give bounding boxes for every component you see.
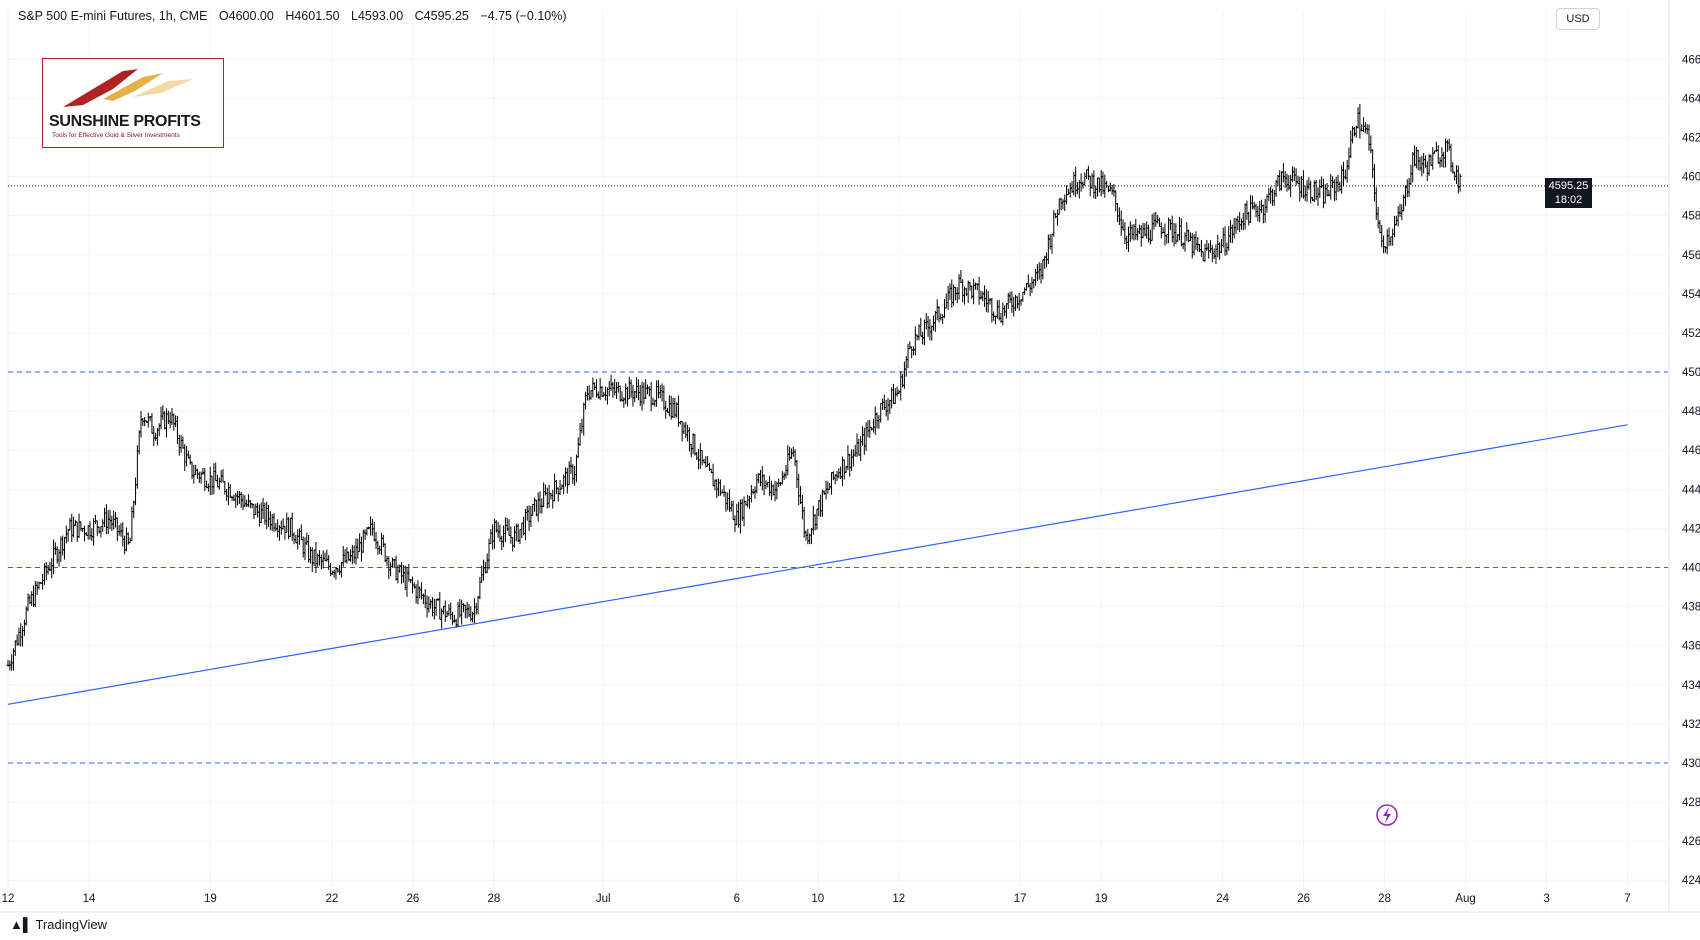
x-tick-label: 7 <box>1624 893 1630 905</box>
symbol-header: S&P 500 E-mini Futures, 1h, CME O4600.00… <box>18 9 575 23</box>
x-tick-label: 28 <box>1378 893 1391 905</box>
y-tick-label: 4620.00 <box>1682 133 1700 145</box>
y-tick-label: 4640.00 <box>1682 93 1700 105</box>
logo-name: SUNSHINE PROFITS <box>49 113 201 130</box>
chart-grid <box>7 10 1668 910</box>
x-tick-label: 14 <box>83 893 96 905</box>
low-value: L4593.00 <box>351 9 404 23</box>
x-tick-label: 3 <box>1543 893 1549 905</box>
y-tick-label: 4240.00 <box>1682 875 1700 887</box>
x-tick-label: 24 <box>1216 893 1229 905</box>
bar-countdown: 18:02 <box>1554 193 1583 206</box>
y-tick-label: 4260.00 <box>1682 836 1700 848</box>
x-tick-label: 6 <box>734 893 740 905</box>
x-tick-label: 17 <box>1014 893 1027 905</box>
tradingview-brand[interactable]: ▲▌ TradingView <box>10 917 107 932</box>
y-tick-label: 4360.00 <box>1682 641 1700 653</box>
tradingview-label: TradingView <box>35 917 108 932</box>
high-value: H4601.50 <box>285 9 340 23</box>
y-tick-label: 4320.00 <box>1682 719 1700 731</box>
trendline-layer <box>7 424 1628 705</box>
y-tick-label: 4500.00 <box>1682 367 1700 379</box>
change-value: −4.75 (−0.10%) <box>480 9 567 23</box>
x-tick-label: 22 <box>326 893 339 905</box>
y-tick-label: 4660.00 <box>1682 54 1700 66</box>
y-tick-label: 4340.00 <box>1682 680 1700 692</box>
y-tick-label: 4520.00 <box>1682 328 1700 340</box>
y-tick-label: 4580.00 <box>1682 211 1700 223</box>
y-tick-label: 4280.00 <box>1682 797 1700 809</box>
symbol-title[interactable]: S&P 500 E-mini Futures, 1h, CME <box>18 9 208 23</box>
x-tick-label: 12 <box>2 893 15 905</box>
logo-swoosh-icon <box>63 69 193 107</box>
tradingview-logo-icon: ▲▌ <box>10 917 33 932</box>
x-tick-label: 26 <box>406 893 419 905</box>
horizontal-levels <box>8 371 1668 764</box>
x-tick-label: 12 <box>892 893 905 905</box>
lightning-icon[interactable] <box>1376 804 1398 826</box>
ohlc-bars <box>6 103 1462 671</box>
logo-tagline: Tools for Effective Gold & Silver Invest… <box>52 132 180 139</box>
x-tick-label: Jul <box>596 893 611 905</box>
y-tick-label: 4480.00 <box>1682 406 1700 418</box>
y-tick-label: 4380.00 <box>1682 602 1700 614</box>
y-tick-label: 4400.00 <box>1682 563 1700 575</box>
x-tick-label: 19 <box>1095 893 1108 905</box>
x-tick-label: Aug <box>1455 893 1475 905</box>
x-tick-label: 19 <box>204 893 217 905</box>
y-axis: 4240.00 4260.00 4280.00 4300.00 4320.00 4340.… <box>1668 0 1700 912</box>
y-tick-label: 4600.00 <box>1682 172 1700 184</box>
y-tick-label: 4540.00 <box>1682 289 1700 301</box>
x-tick-label: 26 <box>1297 893 1310 905</box>
last-price-value: 4595.25 <box>1548 179 1589 192</box>
y-tick-label: 4300.00 <box>1682 758 1700 770</box>
sunshine-profits-logo: SUNSHINE PROFITS Tools for Effective Gol… <box>42 58 224 148</box>
currency-button[interactable]: USD <box>1556 8 1600 30</box>
support-trendline <box>7 424 1628 705</box>
open-value: O4600.00 <box>218 9 274 23</box>
x-axis: 12 14 19 22 26 28 Jul 6 10 12 17 19 24 26 28 Aug 3 7 <box>0 893 1700 913</box>
x-tick-label: 10 <box>811 893 824 905</box>
y-tick-label: 4460.00 <box>1682 445 1700 457</box>
close-value: C4595.25 <box>414 9 469 23</box>
x-tick-label: 28 <box>487 893 500 905</box>
y-tick-label: 4560.00 <box>1682 250 1700 262</box>
y-tick-label: 4440.00 <box>1682 484 1700 496</box>
last-price-tag: 4595.25 18:02 <box>1545 177 1592 208</box>
y-tick-label: 4420.00 <box>1682 523 1700 535</box>
